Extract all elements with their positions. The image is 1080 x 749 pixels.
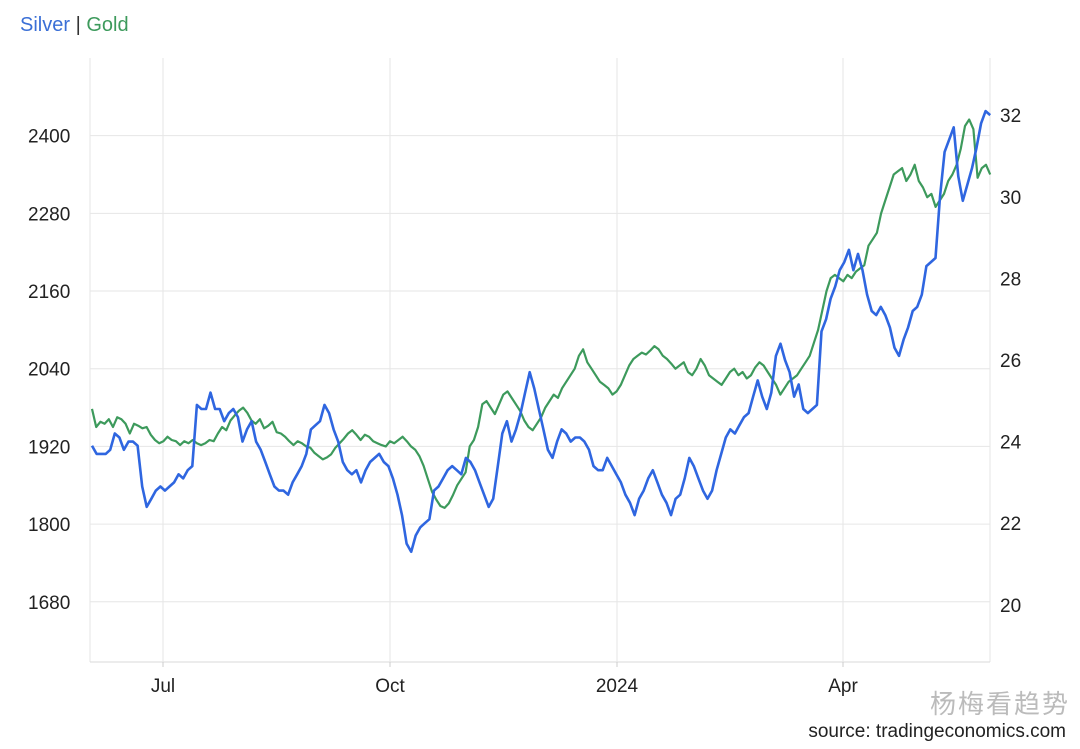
left-tick-label: 2280	[28, 204, 70, 225]
watermark: 杨梅看趋势	[929, 689, 1070, 719]
series-line-gold[interactable]	[90, 118, 992, 509]
left-tick-label: 1800	[28, 515, 70, 536]
left-tick-label: 2160	[28, 282, 70, 303]
legend-separator: |	[75, 14, 81, 36]
x-tick-label: Jul	[151, 676, 175, 697]
right-tick-label: 20	[1000, 596, 1021, 617]
left-tick-label: 1680	[28, 593, 70, 614]
series-line-silver[interactable]	[90, 109, 992, 554]
legend-gold[interactable]: Gold	[86, 14, 129, 36]
left-tick-label: 2040	[28, 360, 70, 381]
right-tick-label: 22	[1000, 514, 1021, 535]
x-tick-label: 2024	[596, 676, 639, 697]
left-axis-ticks: 1680 1800 1920 2040 2160 2280 2400	[28, 127, 70, 614]
right-tick-label: 32	[1000, 106, 1021, 127]
right-tick-label: 30	[1000, 188, 1021, 209]
left-tick-label: 1920	[28, 437, 70, 458]
right-tick-label: 24	[1000, 433, 1022, 454]
chart-legend: Silver | Gold	[20, 14, 129, 37]
right-tick-label: 28	[1000, 269, 1021, 290]
x-axis-ticks: Jul Oct 2024 Apr	[151, 662, 858, 697]
grid-lines	[89, 58, 991, 663]
legend-silver[interactable]: Silver	[20, 14, 71, 36]
source-label: source: tradingeconomics.com	[808, 721, 1066, 742]
left-tick-label: 2400	[28, 127, 70, 148]
x-tick-label: Oct	[375, 676, 405, 697]
x-tick-label: Apr	[828, 676, 858, 697]
right-tick-label: 26	[1000, 351, 1021, 372]
right-axis-ticks: 20 22 24 26 28 30 32	[1000, 106, 1022, 617]
series-lines	[90, 109, 992, 554]
